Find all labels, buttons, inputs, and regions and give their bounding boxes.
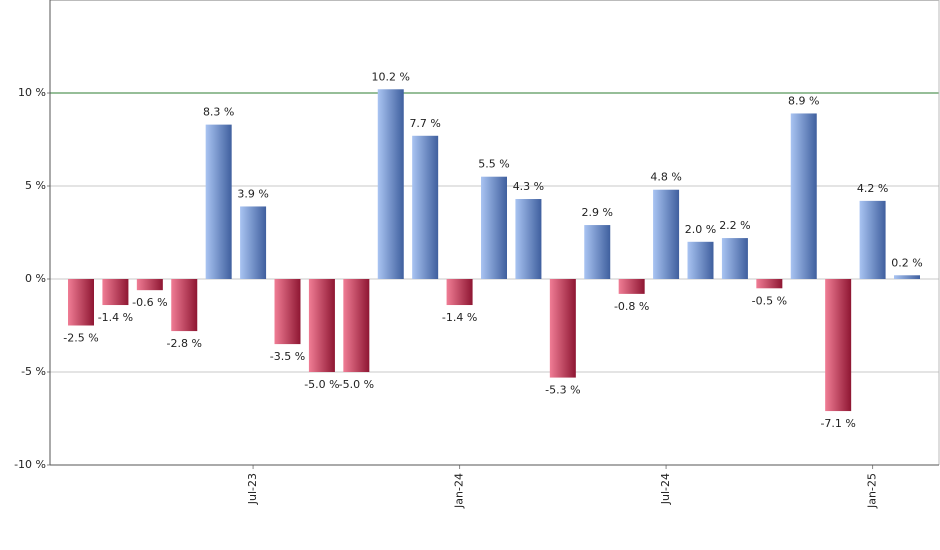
value-label: 0.2 % — [891, 256, 922, 269]
bar — [756, 279, 783, 289]
value-label: -5.0 % — [339, 378, 374, 391]
bar — [274, 279, 301, 345]
bar — [584, 225, 611, 279]
value-label: 8.9 % — [788, 94, 819, 107]
bar — [515, 199, 542, 279]
value-label: -2.5 % — [63, 332, 98, 345]
x-tick-label: Jul-24 — [659, 473, 672, 505]
value-label: -0.6 % — [132, 296, 167, 309]
bar — [618, 279, 645, 294]
bar — [102, 279, 129, 306]
bar — [653, 189, 680, 279]
value-label: 2.9 % — [582, 206, 613, 219]
y-tick-label: 0 % — [25, 272, 46, 285]
x-tick-label: Jul-23 — [246, 473, 259, 505]
bar — [136, 279, 163, 291]
value-label: -1.4 % — [98, 311, 133, 324]
value-label: 10.2 % — [372, 70, 410, 83]
x-tick-label: Jan-24 — [453, 473, 466, 509]
value-label: -0.8 % — [614, 300, 649, 313]
value-label: -3.5 % — [270, 350, 305, 363]
bar — [446, 279, 473, 306]
bar — [412, 135, 439, 279]
value-label: 8.3 % — [203, 106, 234, 119]
bar — [377, 89, 404, 279]
bar — [859, 200, 886, 279]
bar — [205, 124, 232, 280]
y-tick-label: -10 % — [14, 458, 46, 471]
value-label: 4.3 % — [513, 180, 544, 193]
bar — [687, 241, 714, 279]
value-label: -1.4 % — [442, 311, 477, 324]
value-label: -0.5 % — [752, 294, 787, 307]
bar — [481, 176, 507, 279]
bar — [171, 279, 198, 332]
bar — [68, 279, 94, 326]
bar — [308, 279, 335, 372]
value-label: 4.2 % — [857, 182, 888, 195]
value-label: 2.2 % — [719, 219, 750, 232]
value-label: -2.8 % — [167, 337, 202, 350]
value-label: 3.9 % — [237, 187, 268, 200]
bar — [894, 275, 920, 279]
bar — [240, 206, 267, 279]
bar — [790, 113, 817, 280]
value-label: -5.3 % — [545, 384, 580, 397]
y-tick-label: -5 % — [21, 365, 46, 378]
y-tick-label: 10 % — [18, 86, 46, 99]
y-tick-label: 5 % — [25, 179, 46, 192]
value-label: 4.8 % — [650, 171, 681, 184]
value-label: 2.0 % — [685, 223, 716, 236]
value-label: 7.7 % — [409, 117, 440, 130]
bar — [549, 279, 576, 378]
bar — [343, 279, 370, 372]
value-label: 5.5 % — [478, 158, 509, 171]
bar — [721, 238, 748, 279]
value-label: -7.1 % — [820, 417, 855, 430]
value-label: -5.0 % — [304, 378, 339, 391]
x-tick-label: Jan-25 — [866, 473, 879, 509]
bar — [825, 279, 852, 412]
